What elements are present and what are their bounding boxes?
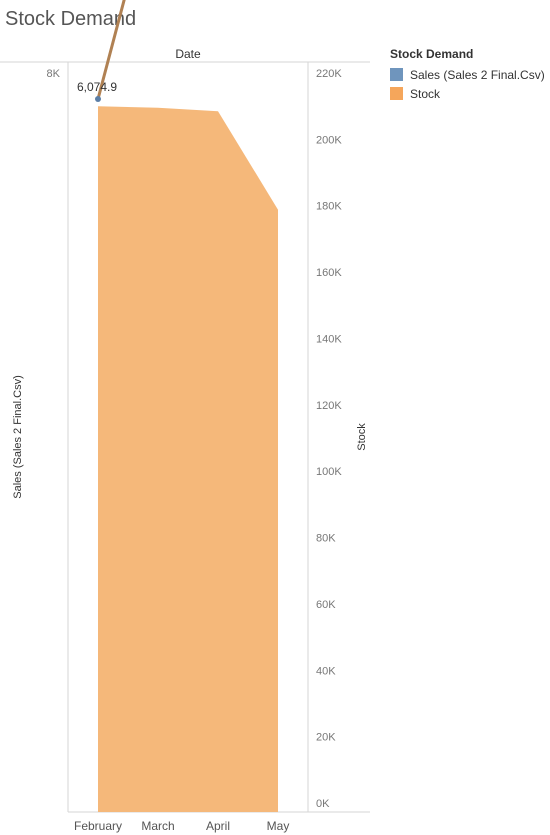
right-axis-tick-label: 200K [316, 134, 342, 146]
right-axis-tick-label: 0K [316, 798, 330, 810]
right-axis-tick-label: 180K [316, 201, 342, 213]
sales-point [95, 96, 101, 102]
right-axis-tick-label: 140K [316, 334, 342, 346]
chart-canvas: Date 8K Sales (Sales 2 Final.Csv) Stock … [0, 0, 370, 833]
legend-swatch-sales [390, 68, 403, 81]
chart-title: Stock Demand [5, 8, 137, 30]
x-axis-tick-label: March [141, 819, 174, 833]
left-axis-title: Sales (Sales 2 Final.Csv) [12, 375, 24, 499]
legend-item-stock[interactable]: Stock [390, 84, 545, 103]
right-axis-tick-label: 120K [316, 400, 342, 412]
legend-label-stock: Stock [410, 86, 441, 101]
x-axis-tick-label: February [74, 819, 122, 833]
right-axis-tick-label: 100K [316, 466, 342, 478]
left-axis-tick-label: 8K [47, 68, 61, 80]
x-axis-tick-label: May [267, 819, 290, 833]
right-axis-tick-label: 20K [316, 732, 336, 744]
stock-area [98, 106, 278, 812]
legend-item-sales[interactable]: Sales (Sales 2 Final.Csv) [390, 65, 545, 84]
right-axis-title: Stock [356, 423, 368, 451]
legend-swatch-stock [390, 87, 403, 100]
x-axis-tick-label: April [206, 819, 230, 833]
legend-label-sales: Sales (Sales 2 Final.Csv) [410, 67, 545, 82]
right-axis-tick-label: 160K [316, 267, 342, 279]
right-axis-tick-label: 60K [316, 599, 336, 611]
x-axis-title: Date [175, 47, 201, 61]
sales-data-label: 6,074.9 [77, 80, 117, 94]
right-axis-tick-label: 220K [316, 68, 342, 80]
right-axis-tick-label: 40K [316, 665, 336, 677]
legend: Stock Demand Sales (Sales 2 Final.Csv) S… [390, 47, 545, 103]
right-axis-tick-label: 80K [316, 533, 336, 545]
legend-title: Stock Demand [390, 47, 474, 61]
